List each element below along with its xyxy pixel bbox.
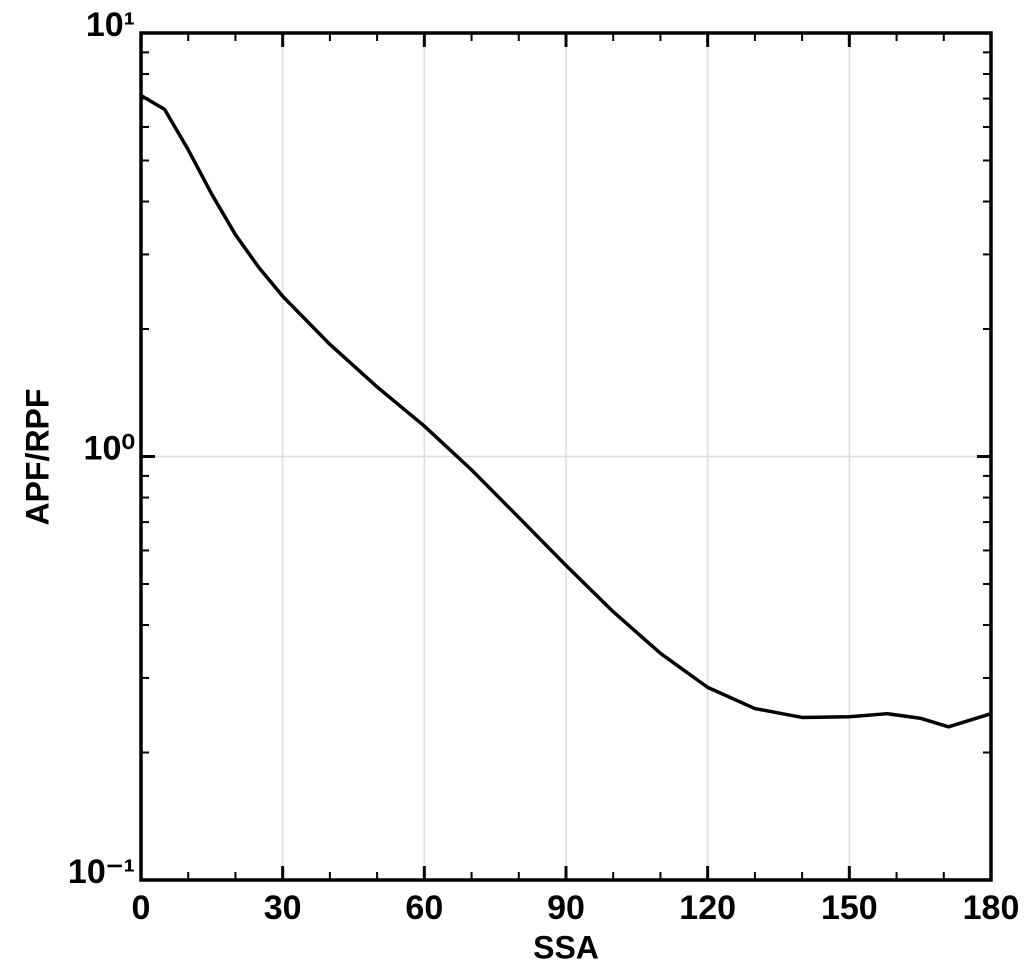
x-tick-label: 30 [264,889,302,927]
y-tick-label: 10⁰ [84,429,135,467]
x-tick-label: 60 [405,889,443,927]
x-tick-label: 0 [132,889,151,927]
x-tick-label: 150 [821,889,878,927]
x-axis-label: SSA [533,929,599,965]
x-tick-label: 90 [547,889,585,927]
y-tick-label: 10¹ [86,6,135,44]
line [140,93,992,729]
y-axis-label: APF/RPF [19,389,55,526]
plot-frame [139,31,993,882]
x-tick-label: 120 [679,889,736,927]
x-tick-label: 180 [963,889,1020,927]
y-tick-label: 10⁻¹ [68,853,135,891]
